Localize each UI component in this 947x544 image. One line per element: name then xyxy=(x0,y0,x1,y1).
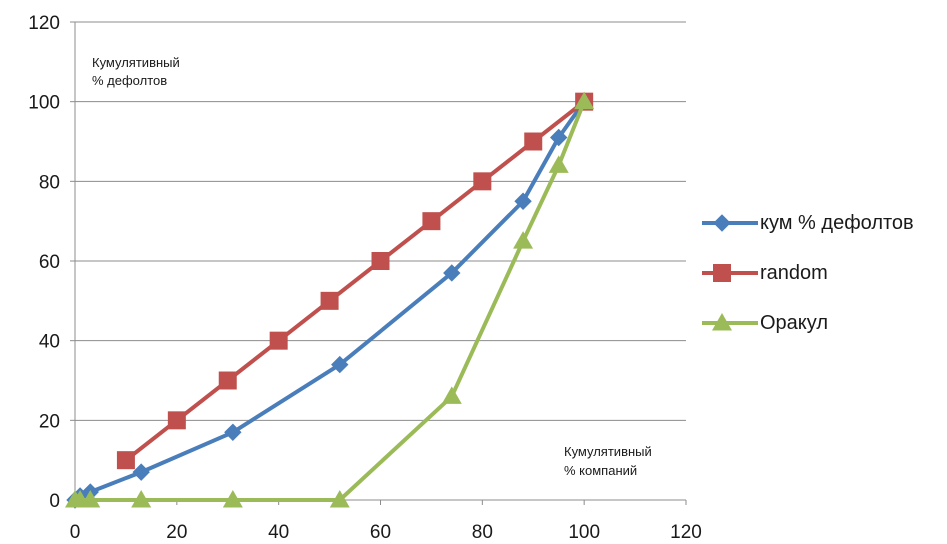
data-point xyxy=(117,451,135,469)
legend-swatch-marker xyxy=(714,215,730,231)
data-point xyxy=(473,172,491,190)
legend-swatch xyxy=(700,311,760,335)
legend-item: Оракул xyxy=(700,298,945,348)
legend-swatch xyxy=(700,261,760,285)
x-tick-label: 60 xyxy=(370,522,391,543)
y-tick-label: 100 xyxy=(28,93,60,114)
y-tick-label: 20 xyxy=(39,411,60,432)
data-point xyxy=(442,386,462,404)
legend-label: Оракул xyxy=(760,312,828,335)
legend-swatch xyxy=(700,211,760,235)
y-axis-annotation: Кумулятивный % дефолтов xyxy=(92,55,180,88)
x-tick-label: 0 xyxy=(70,522,81,543)
x-tick-label: 120 xyxy=(670,522,702,543)
data-point xyxy=(524,133,542,151)
x-axis-annotation-line: % компаний xyxy=(564,463,637,478)
series-line xyxy=(126,102,584,461)
series-2 xyxy=(117,93,593,470)
x-tick-label: 40 xyxy=(268,522,289,543)
y-tick-label: 120 xyxy=(28,13,60,34)
x-tick-label: 100 xyxy=(568,522,600,543)
data-series xyxy=(65,92,594,508)
legend-label: кум % дефолтов xyxy=(760,212,914,235)
data-point xyxy=(422,212,440,230)
legend-item: random xyxy=(700,248,945,298)
legend-label: random xyxy=(760,262,828,285)
data-point xyxy=(133,464,149,480)
data-point xyxy=(168,411,186,429)
legend-item: кум % дефолтов xyxy=(700,198,945,248)
y-tick-label: 60 xyxy=(39,252,60,273)
data-point xyxy=(321,292,339,310)
y-axis-annotation-line: % дефолтов xyxy=(92,73,167,88)
data-point xyxy=(372,252,390,270)
data-point xyxy=(219,372,237,390)
y-tick-label: 80 xyxy=(39,172,60,193)
y-tick-label: 40 xyxy=(39,332,60,353)
data-point xyxy=(270,332,288,350)
data-point xyxy=(513,231,533,249)
y-axis-annotation-line: Кумулятивный xyxy=(92,55,180,70)
chart-legend: кум % дефолтов random Оракул xyxy=(700,198,945,348)
data-point xyxy=(549,155,569,173)
x-tick-label: 80 xyxy=(472,522,493,543)
y-tick-label: 0 xyxy=(49,491,60,512)
legend-swatch-marker xyxy=(713,264,731,282)
x-tick-label: 20 xyxy=(166,522,187,543)
x-axis-annotation: Кумулятивный % компаний xyxy=(564,444,652,478)
x-axis-annotation-line: Кумулятивный xyxy=(564,444,652,459)
